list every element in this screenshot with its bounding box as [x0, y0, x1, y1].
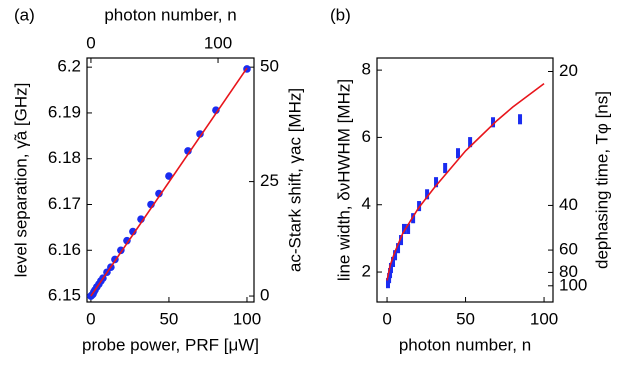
y-tick-label: 6.19	[48, 102, 81, 121]
y2-axis-title: dephasing time, Tφ [ns]	[592, 91, 611, 269]
error-bar	[391, 256, 396, 267]
panel-label: (b)	[330, 5, 351, 24]
y2-tick-label: 40	[559, 195, 578, 214]
y-tick-label: 4	[362, 194, 371, 213]
error-bar	[518, 114, 523, 125]
error-bar	[468, 137, 473, 148]
error-bar	[443, 163, 448, 174]
x-axis-title: probe power, PRF [μW]	[82, 335, 259, 354]
y-tick-label: 6	[362, 127, 371, 146]
y-axis-title: level separation, γ̃a [GHz]	[11, 83, 30, 278]
y-tick-label: 6.16	[48, 240, 81, 259]
y-tick-label: 2	[362, 262, 371, 281]
y-tick-label: 8	[362, 60, 371, 79]
x2-axis-title: photon number, n	[104, 5, 236, 24]
error-bar	[425, 189, 430, 200]
y2-tick-label: 20	[559, 61, 578, 80]
error-bar	[456, 148, 461, 159]
x-tick-label: 100	[233, 309, 261, 328]
y2-tick-label: 80	[559, 262, 578, 281]
error-bar	[491, 117, 496, 128]
y2-axis-title: ac-Stark shift, γac [MHz]	[285, 88, 304, 272]
x-tick-label: 0	[86, 309, 95, 328]
error-bar	[402, 223, 407, 235]
x2-tick-label: 0	[86, 33, 95, 52]
data-point	[123, 236, 131, 245]
x-axis-title: photon number, n	[399, 335, 531, 354]
data-point	[196, 130, 204, 138]
error-bar	[396, 243, 401, 254]
y-tick-label: 6.17	[48, 194, 81, 213]
data-point	[129, 227, 137, 236]
x2-tick-label: 100	[204, 33, 232, 52]
plot-frame	[376, 57, 554, 303]
y-tick-label: 6.2	[57, 57, 81, 76]
y2-tick-label: 0	[260, 286, 269, 305]
data-point	[155, 189, 163, 198]
y-tick-label: 6.15	[48, 286, 81, 305]
y-tick-label: 6.18	[48, 148, 81, 167]
data-point	[212, 106, 220, 114]
y2-tick-label: 100	[559, 275, 587, 294]
y-axis-title: line width, δνHWHM [MHz]	[334, 79, 353, 281]
x-tick-label: 0	[382, 309, 391, 328]
error-bar	[399, 235, 404, 246]
y2-tick-label: 25	[260, 171, 279, 190]
x-tick-label: 50	[456, 309, 475, 328]
x-tick-label: 50	[159, 309, 178, 328]
error-bar	[393, 250, 398, 261]
y2-tick-label: 60	[559, 240, 578, 259]
error-bar	[388, 262, 393, 274]
plot-frame	[86, 57, 255, 303]
fit-line	[386, 82, 545, 281]
error-bar	[434, 177, 439, 188]
fit-line	[90, 67, 248, 297]
x-tick-label: 100	[530, 309, 558, 328]
error-bar	[406, 223, 411, 235]
panel-label: (a)	[14, 5, 35, 24]
y2-tick-label: 50	[260, 57, 279, 76]
